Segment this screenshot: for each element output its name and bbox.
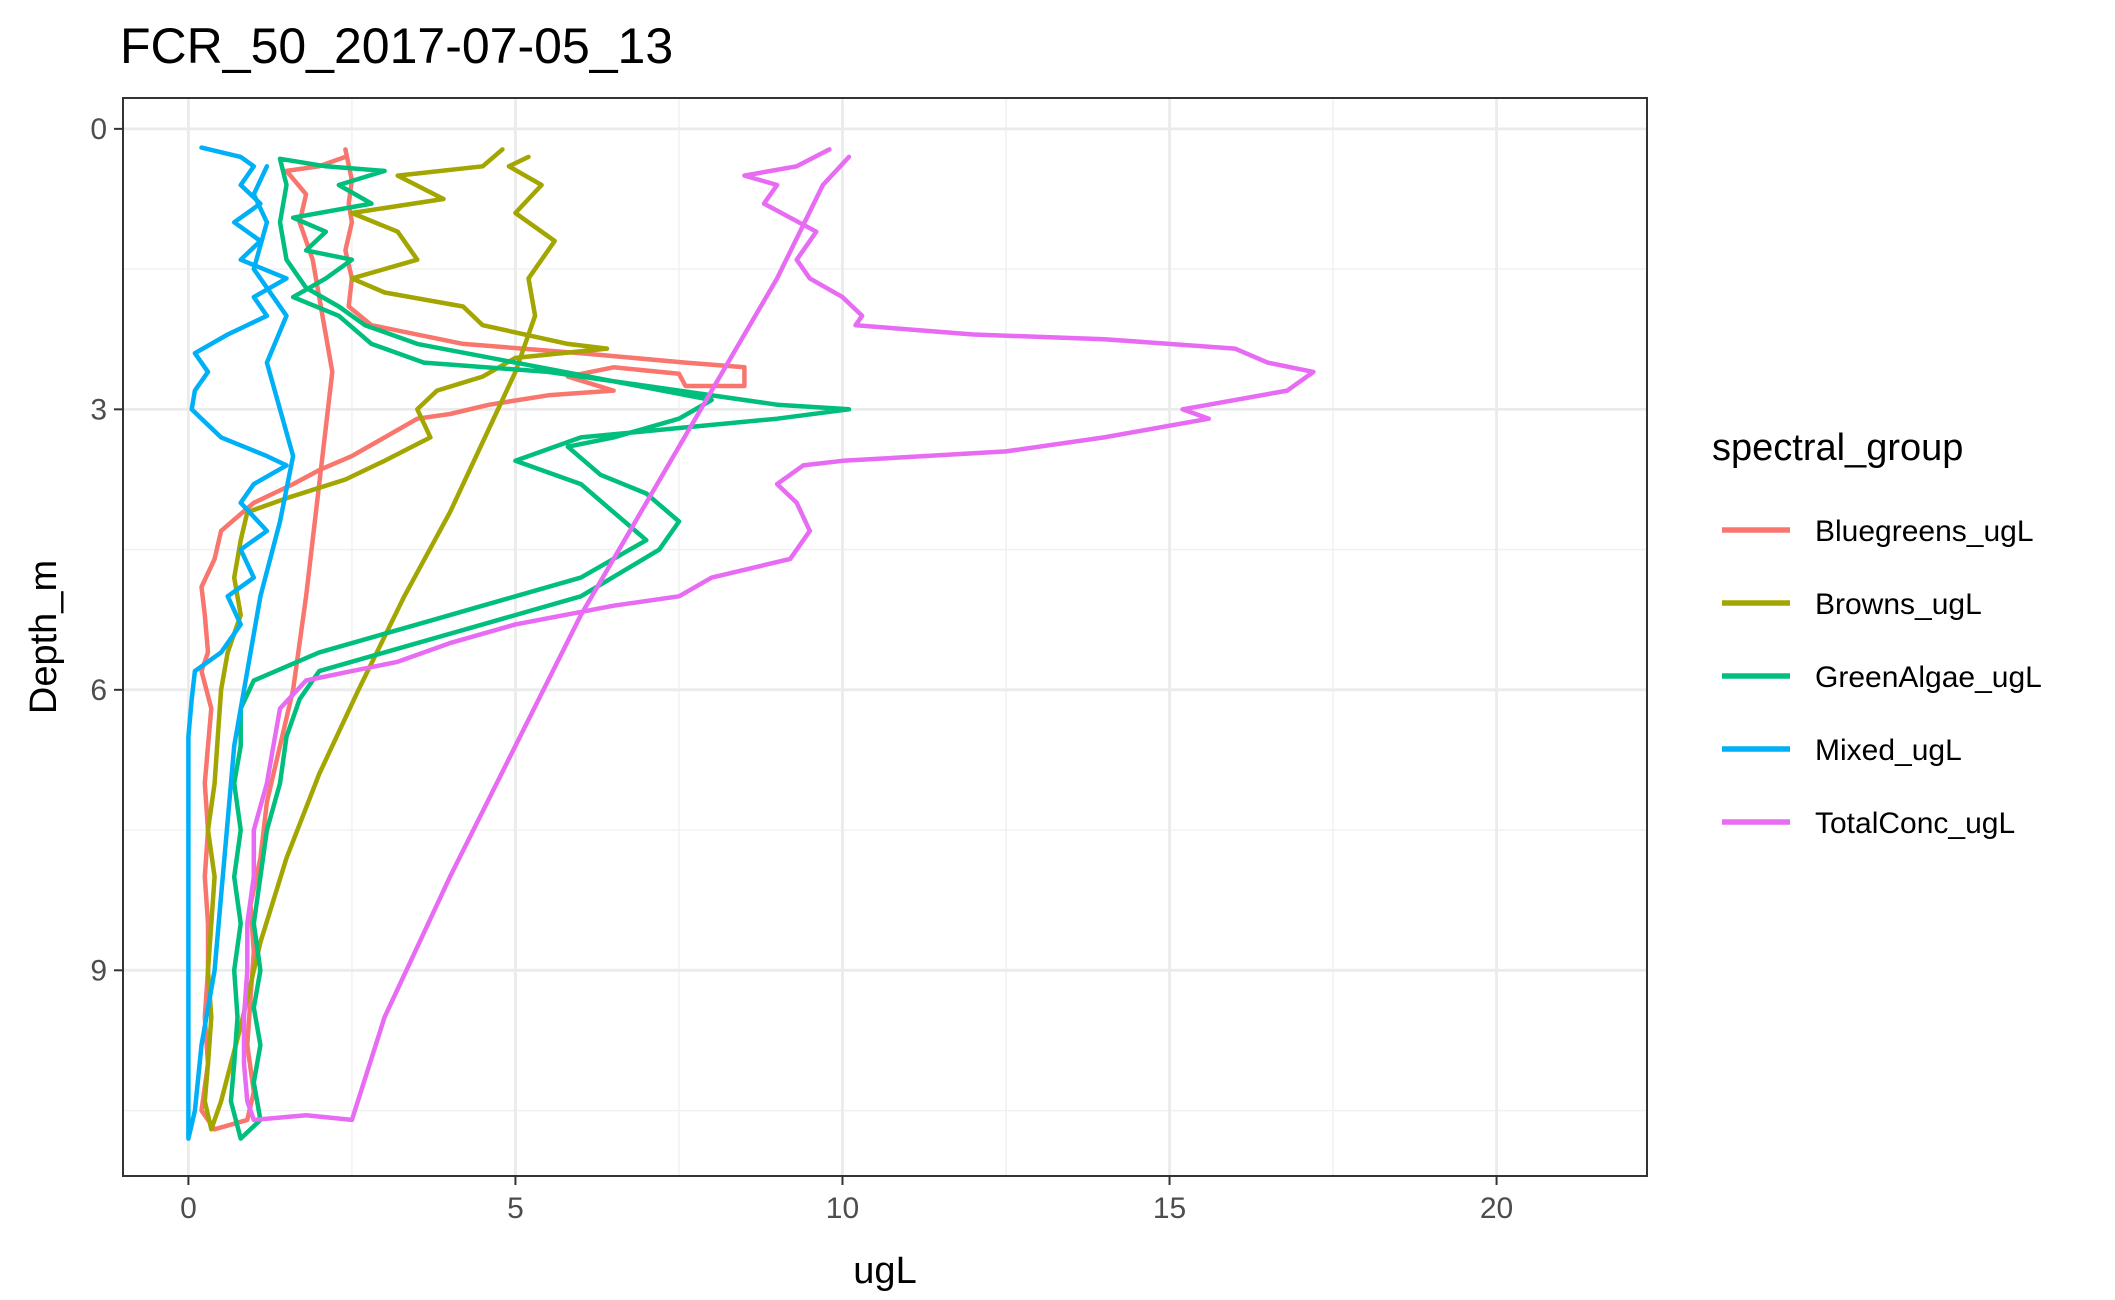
legend-title: spectral_group (1712, 427, 1963, 469)
y-tick-label: 9 (90, 954, 107, 987)
legend-label: Bluegreens_ugL (1815, 515, 2034, 548)
series-layer (186, 145, 1316, 1141)
legend-label: Browns_ugL (1815, 588, 1982, 621)
x-tick-label: 5 (507, 1192, 524, 1225)
series-line-browns-ugl (202, 147, 610, 1132)
legend-label: Mixed_ugL (1815, 734, 1962, 767)
y-tick-label: 0 (90, 113, 107, 146)
x-tick-label: 15 (1153, 1192, 1186, 1225)
y-axis-title: Depth_m (23, 560, 65, 714)
x-axis: 0 5 10 15 20 (180, 1176, 1513, 1225)
x-tick-label: 0 (180, 1192, 197, 1225)
x-tick-label: 10 (826, 1192, 859, 1225)
y-tick-label: 3 (90, 393, 107, 426)
series-line-greenalgae-ugl (228, 156, 852, 1141)
x-axis-title: ugL (853, 1250, 916, 1292)
y-tick-label: 6 (90, 674, 107, 707)
legend-label: GreenAlgae_ugL (1815, 661, 2042, 694)
legend-label: TotalConc_ugL (1815, 807, 2015, 840)
chart-title: FCR_50_2017-07-05_13 (120, 18, 673, 74)
y-axis: 0 3 6 9 (90, 113, 123, 987)
series-line-mixed-ugl (186, 145, 296, 1141)
legend: spectral_group Bluegreens_ugL Browns_ugL G… (1712, 427, 2042, 840)
plot-border (122, 97, 1648, 1177)
x-tick-label: 20 (1480, 1192, 1513, 1225)
series-line-totalconc-ugl (241, 147, 1316, 1123)
gridlines (123, 98, 1647, 1176)
